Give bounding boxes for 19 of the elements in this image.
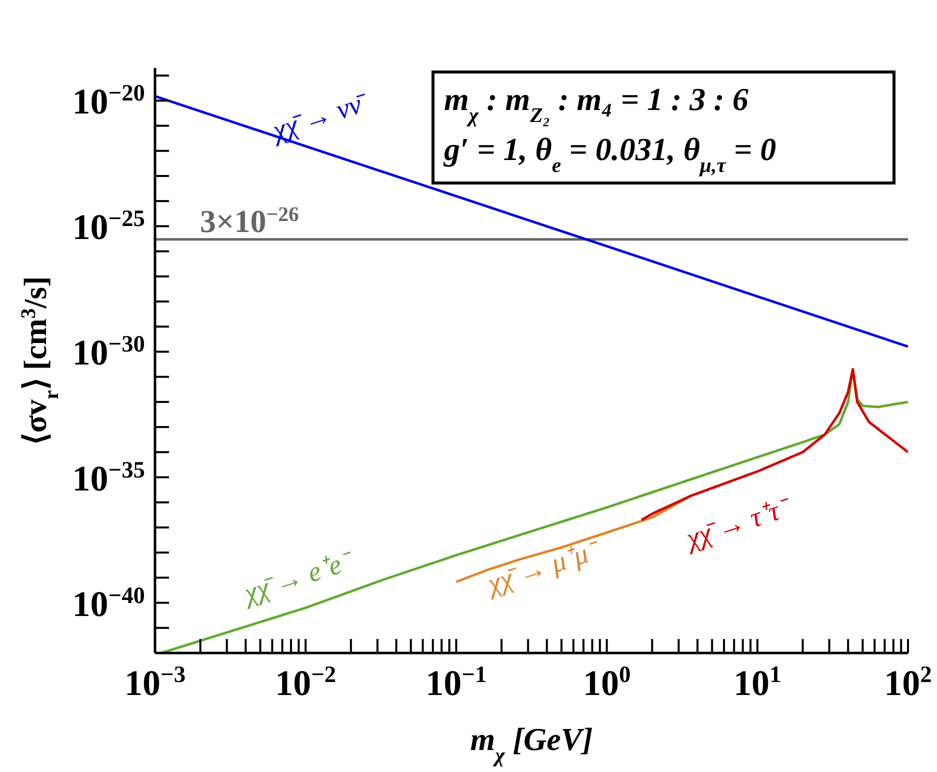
annotation: g′ = 1, θ$_{e}$ = 0.031, θ$_{μ,τ}$ = 0 [443,131,776,176]
x-tick-label: 10$^{−1}$ [426,662,487,703]
y-tick-label: 10$^{−40}$ [72,582,145,624]
y-tick-label: 10$^{−25}$ [72,206,145,248]
x-tick-label: 10$^{−2}$ [275,662,336,703]
y-tick-label: 10$^{−30}$ [72,332,145,373]
y-tick-label: 10$^{−35}$ [72,457,145,498]
ref-line-label: 3×10$^{−26}$ [200,202,299,239]
x-tick-label: 10$^{−3}$ [124,662,186,703]
annotation: m$_{χ}$ : m$_{Z₂}$ : m₄ = 1 : 3 : 6 [444,81,748,126]
x-tick-label: 10$^{2}$ [884,662,932,703]
text-box: m$_{χ}$ : m$_{Z₂}$ : m₄ = 1 : 3 : 6 g′ = 1, θ$_{e}$ = 0.031, θ$_{μ,τ}$ = 0 [432,70,896,184]
text: χχ̄ → τ⁺τ⁻ [680,492,796,556]
text: χχ̄ → e⁺e⁻ [238,545,358,611]
x-axis-title: m$_{χ}$ [GeV] [470,721,593,766]
x-tick-label: 10$^{1}$ [734,662,782,703]
y-tick-label: 10$^{−20}$ [72,80,145,122]
text: χχ̄ → μ⁺μ⁻ [481,534,605,602]
x-tick-label: 10$^{0}$ [582,662,631,703]
